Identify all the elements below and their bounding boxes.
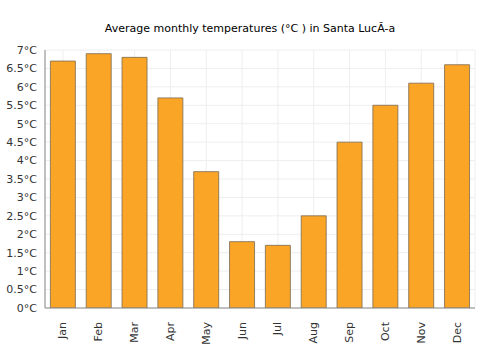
svg-text:1°C: 1°C <box>17 265 37 278</box>
svg-text:5.5°C: 5.5°C <box>8 99 37 112</box>
svg-text:Feb: Feb <box>92 322 105 341</box>
svg-text:7°C: 7°C <box>17 44 37 57</box>
svg-text:Aug: Aug <box>307 322 320 343</box>
svg-text:0°C: 0°C <box>17 302 37 315</box>
svg-text:3.5°C: 3.5°C <box>8 173 37 186</box>
svg-text:Sep: Sep <box>343 322 356 343</box>
svg-text:4°C: 4°C <box>17 154 37 167</box>
svg-text:2°C: 2°C <box>17 228 37 241</box>
svg-text:Oct: Oct <box>379 321 392 341</box>
svg-text:5°C: 5°C <box>17 118 37 131</box>
html-text:Average monthly temperatures (: Average monthly temperatures (°C ) in Sa… <box>104 22 396 35</box>
svg-text:0.5°C: 0.5°C <box>8 283 37 296</box>
svg-text:2.5°C: 2.5°C <box>8 210 37 223</box>
svg-text:3°C: 3°C <box>17 191 37 204</box>
svg-text:May: May <box>200 322 213 345</box>
svg-text:Nov: Nov <box>415 322 428 344</box>
svg-text:6°C: 6°C <box>17 81 37 94</box>
svg-text:Jul: Jul <box>271 322 284 336</box>
svg-text:Mar: Mar <box>128 322 141 343</box>
svg-text:1.5°C: 1.5°C <box>8 247 37 260</box>
svg-text:Apr: Apr <box>164 322 177 342</box>
svg-text:6.5°C: 6.5°C <box>8 62 37 75</box>
svg-text:Dec: Dec <box>451 322 464 343</box>
svg-text:Jun: Jun <box>236 322 249 340</box>
svg-text:Jan: Jan <box>56 322 69 340</box>
svg-text:4.5°C: 4.5°C <box>8 136 37 149</box>
